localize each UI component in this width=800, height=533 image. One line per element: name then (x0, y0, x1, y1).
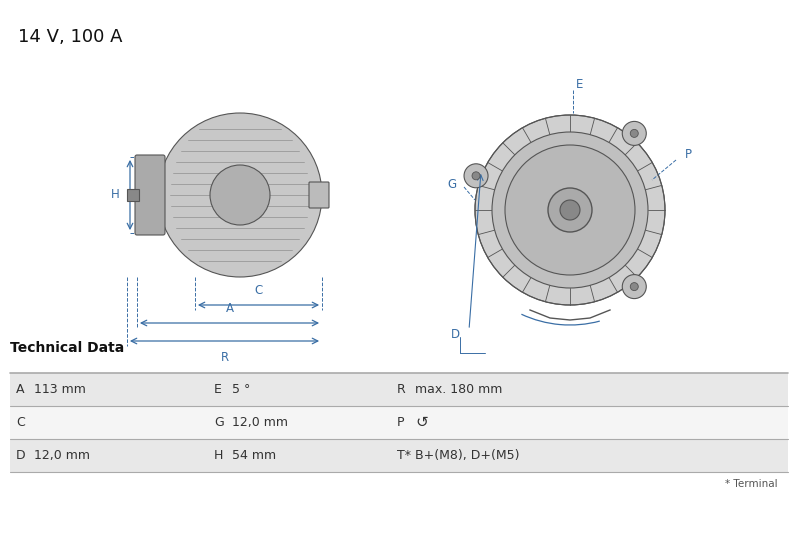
Bar (127, 189, 139, 201)
Text: 5 °: 5 ° (232, 383, 250, 396)
Bar (10, 373, 788, 406)
Circle shape (158, 113, 322, 277)
Text: E: E (214, 383, 222, 396)
Text: P: P (685, 149, 691, 161)
Circle shape (622, 122, 646, 146)
Circle shape (505, 145, 635, 275)
Text: D: D (16, 449, 26, 462)
Circle shape (492, 132, 648, 288)
Text: max. 180 mm: max. 180 mm (415, 383, 502, 396)
Text: 54 mm: 54 mm (232, 449, 276, 462)
Text: R: R (397, 383, 406, 396)
Circle shape (630, 282, 638, 290)
Text: 12,0 mm: 12,0 mm (232, 416, 288, 429)
Circle shape (475, 115, 665, 305)
Text: G: G (447, 179, 457, 191)
Text: E: E (576, 78, 584, 92)
Text: A: A (226, 302, 234, 315)
Circle shape (464, 164, 488, 188)
Text: 12,0 mm: 12,0 mm (34, 449, 90, 462)
Bar (10, 439, 788, 472)
Text: B+(M8), D+(M5): B+(M8), D+(M5) (415, 449, 519, 462)
Text: C: C (16, 416, 25, 429)
Circle shape (210, 165, 270, 225)
Text: H: H (111, 189, 120, 201)
Circle shape (560, 200, 580, 220)
Circle shape (630, 130, 638, 138)
Circle shape (622, 274, 646, 298)
Circle shape (472, 172, 480, 180)
Text: T*: T* (397, 449, 411, 462)
Text: A: A (16, 383, 25, 396)
Text: C: C (254, 284, 262, 297)
Text: * Terminal: * Terminal (726, 479, 778, 489)
Text: Technical Data: Technical Data (10, 341, 124, 355)
Text: ↺: ↺ (415, 415, 428, 430)
FancyBboxPatch shape (135, 155, 165, 235)
Bar (10, 406, 788, 439)
Text: P: P (397, 416, 405, 429)
Text: 113 mm: 113 mm (34, 383, 86, 396)
FancyBboxPatch shape (309, 182, 329, 208)
Text: H: H (214, 449, 223, 462)
Text: D: D (450, 328, 459, 342)
Text: R: R (221, 351, 229, 364)
Text: G: G (214, 416, 224, 429)
Circle shape (548, 188, 592, 232)
Text: 14 V, 100 A: 14 V, 100 A (18, 28, 122, 46)
